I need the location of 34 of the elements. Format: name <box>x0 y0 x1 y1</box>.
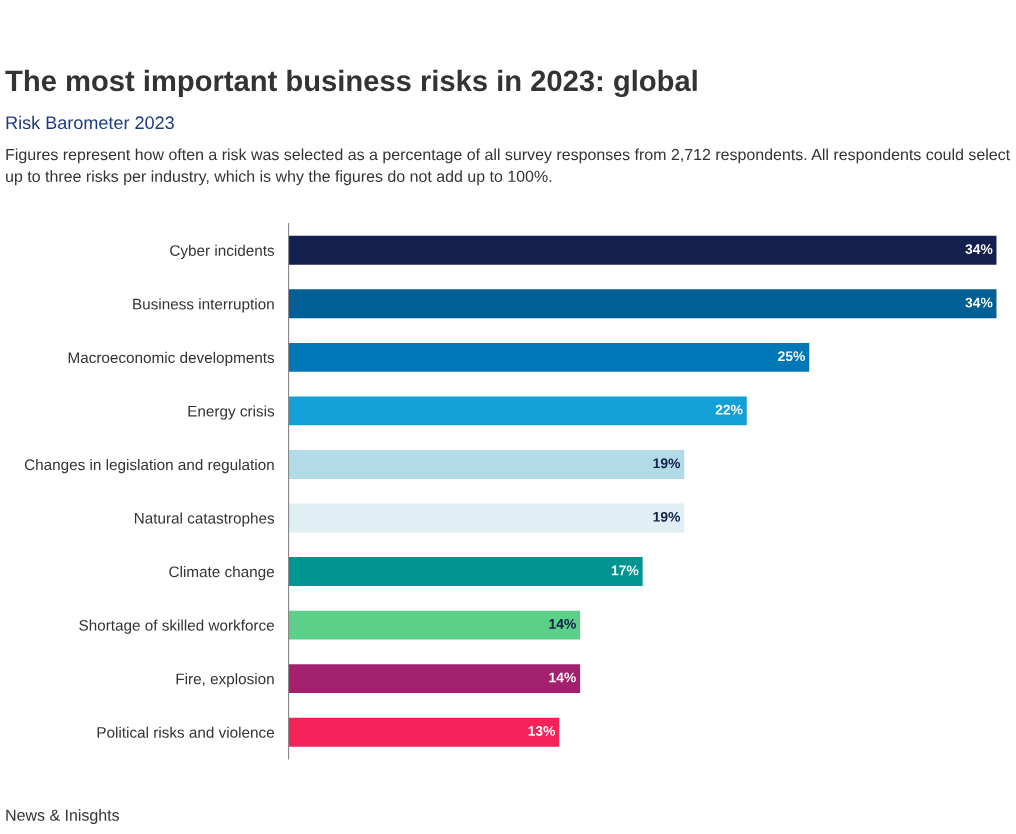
data-label: 19% <box>653 458 681 469</box>
y-tick-label: Climate change <box>169 566 274 581</box>
bar <box>288 557 643 586</box>
data-label: 19% <box>653 511 681 522</box>
y-tick-label: Shortage of skilled workforce <box>79 619 274 634</box>
bar <box>288 235 997 265</box>
text: News & Inisghts <box>6 809 120 824</box>
data-label: 25% <box>778 351 806 362</box>
text: Figures represent how often a risk was selected as a percentage of all survey responses from 2,712 respondents. All respondents could select up to three risks per industry, which is why the figures do not add up to 100%. <box>6 148 1010 186</box>
data-label: 34% <box>965 297 993 308</box>
y-tick-label: Natural catastrophes <box>134 512 275 527</box>
bar <box>288 450 685 479</box>
bar <box>288 503 685 533</box>
y-tick-label: Macroeconomic developments <box>68 351 275 367</box>
data-label: 34% <box>965 244 993 255</box>
y-tick-label: Cyber incidents <box>170 244 275 259</box>
data-label: 13% <box>528 726 556 736</box>
chart-title: The most important business risks in 2023: global <box>5 69 697 98</box>
bar <box>288 289 997 319</box>
bar <box>288 396 747 426</box>
data-label: 14% <box>549 619 576 629</box>
bar <box>288 664 581 694</box>
data-label: 22% <box>715 404 743 415</box>
y-tick-label: Business interruption <box>133 298 274 313</box>
text: Risk Barometer 2023 <box>6 115 174 130</box>
data-label: 14% <box>549 672 576 683</box>
y-tick-label: Changes in legislation and regulation <box>24 458 274 474</box>
y-tick-label: Political risks and violence <box>97 726 274 738</box>
bar <box>288 610 581 640</box>
bar <box>288 717 560 747</box>
y-tick-label: Fire, explosion <box>176 673 274 688</box>
y-tick-label: Energy crisis <box>188 405 275 420</box>
data-label: 17% <box>611 565 639 576</box>
bar <box>288 342 810 372</box>
